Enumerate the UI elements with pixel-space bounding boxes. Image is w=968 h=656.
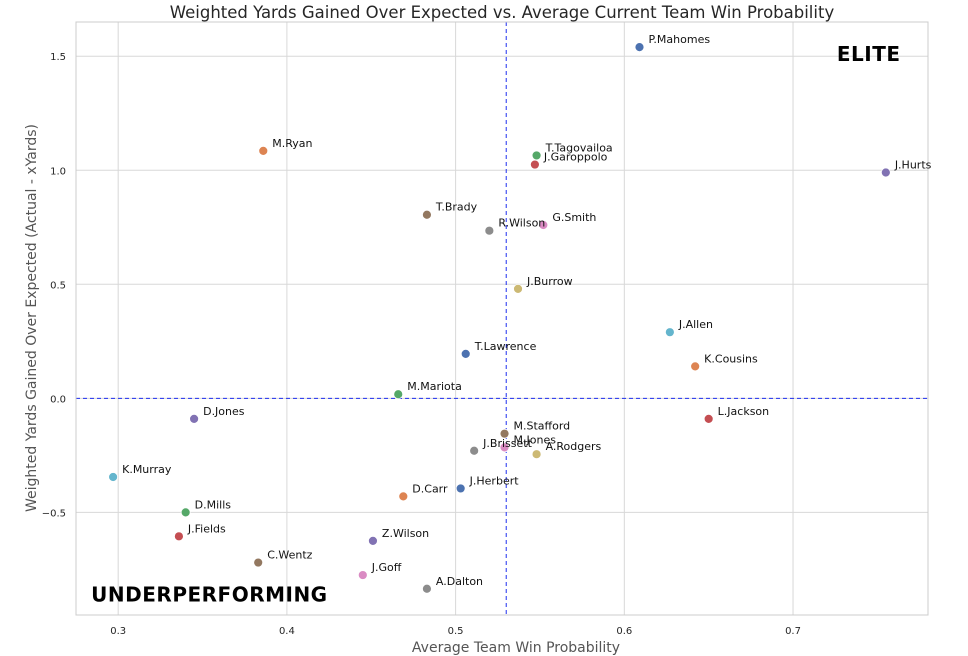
data-point-label: C.Wentz <box>267 549 312 562</box>
data-point <box>422 583 432 594</box>
data-point-label: A.Dalton <box>436 575 483 588</box>
data-point-label: Z.Wilson <box>382 527 429 540</box>
data-point <box>531 449 542 460</box>
chart-title: Weighted Yards Gained Over Expected vs. … <box>170 3 835 22</box>
data-point-label: R.Wilson <box>498 217 545 230</box>
data-point-label: J.Brissett <box>482 437 532 450</box>
x-tick-label: 0.6 <box>616 626 632 637</box>
x-axis-label: Average Team Win Probability <box>412 640 620 656</box>
data-points <box>108 42 891 594</box>
data-point <box>499 442 510 453</box>
data-point-label: M.Mariota <box>407 380 462 393</box>
data-point <box>189 413 199 424</box>
data-point <box>484 225 495 236</box>
data-point <box>529 159 540 170</box>
x-tick-label: 0.3 <box>110 626 126 637</box>
data-point-label: P.Mahomes <box>649 33 711 46</box>
y-axis-label: Weighted Yards Gained Over Expected (Act… <box>24 124 40 512</box>
data-point <box>108 472 119 482</box>
data-point <box>664 327 675 338</box>
data-point <box>513 283 523 294</box>
x-tick-label: 0.4 <box>279 626 295 637</box>
data-point-label: K.Murray <box>122 463 172 476</box>
data-point <box>469 445 480 456</box>
quadrant-annotation: ELITE <box>837 42 901 66</box>
data-point <box>538 220 549 230</box>
y-tick-label: 0.0 <box>50 394 66 405</box>
data-point-label: M.Stafford <box>514 420 571 433</box>
data-point-label: K.Cousins <box>704 352 758 365</box>
data-point <box>174 531 184 542</box>
data-point-label: T.Tagovailoa <box>545 141 613 154</box>
y-axis-ticks: −0.5 0.0 0.5 1.0 1.5 <box>42 52 66 519</box>
data-point <box>499 428 510 439</box>
data-point <box>703 413 714 424</box>
y-tick-label: 1.0 <box>50 166 66 177</box>
data-point-label: J.Goff <box>371 561 402 574</box>
y-tick-label: 0.5 <box>50 280 66 291</box>
data-point-label: D.Mills <box>195 498 232 511</box>
data-point-label: G.Smith <box>552 211 596 224</box>
x-tick-label: 0.5 <box>448 626 464 637</box>
data-point <box>422 209 432 220</box>
data-point-label: M.Jones <box>514 433 557 446</box>
y-tick-label: −0.5 <box>42 508 66 519</box>
quadrant-annotation: UNDERPERFORMING <box>91 582 327 606</box>
data-point-label: J.Fields <box>187 522 226 535</box>
data-point <box>393 389 404 400</box>
data-point-label: J.Hurts <box>894 159 932 172</box>
data-point-label: J.Allen <box>678 318 713 331</box>
data-point-label: J.Burrow <box>526 275 573 288</box>
y-tick-label: 1.5 <box>50 52 66 63</box>
data-point-label: M.Ryan <box>272 137 312 150</box>
data-point <box>253 557 264 568</box>
data-point-label: T.Lawrence <box>474 340 537 353</box>
data-point <box>460 348 471 359</box>
data-point <box>180 507 191 518</box>
data-point-label: D.Jones <box>203 405 245 418</box>
plot-frame <box>75 21 929 616</box>
data-point <box>258 145 269 156</box>
data-point-label: J.Herbert <box>469 474 520 487</box>
data-point <box>368 535 378 546</box>
point-labels: P.Mahomes J.Hurts M.Ryan T.TagovailoaJ.Garo… <box>122 33 932 588</box>
reference-lines <box>76 22 928 615</box>
data-point-label: J.Garoppolo <box>543 151 608 164</box>
x-axis-ticks: 0.3 0.4 0.5 0.6 0.7 <box>110 626 801 637</box>
quadrant-annotations: ELITE UNDERPERFORMING <box>91 42 900 607</box>
x-tick-label: 0.7 <box>785 626 801 637</box>
data-point <box>880 167 891 178</box>
data-point <box>398 491 409 502</box>
data-point <box>455 483 466 494</box>
data-point-label: D.Carr <box>412 482 448 495</box>
data-point <box>690 361 701 372</box>
data-point <box>531 150 542 161</box>
data-point-label: T.Brady <box>435 201 478 214</box>
data-point-label: L.Jackson <box>718 405 769 418</box>
data-point-label: A.Rodgers <box>546 440 602 453</box>
data-point <box>634 42 645 52</box>
data-point <box>357 570 368 580</box>
